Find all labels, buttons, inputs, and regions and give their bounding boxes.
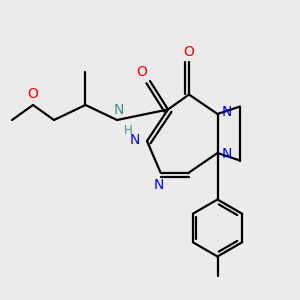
Text: O: O <box>136 65 147 80</box>
Text: N: N <box>130 133 140 146</box>
Text: O: O <box>184 45 194 59</box>
Text: N: N <box>222 106 232 119</box>
Text: N: N <box>222 148 232 161</box>
Text: H: H <box>124 124 132 137</box>
Text: N: N <box>113 103 124 117</box>
Text: N: N <box>154 178 164 192</box>
Text: O: O <box>28 86 38 100</box>
